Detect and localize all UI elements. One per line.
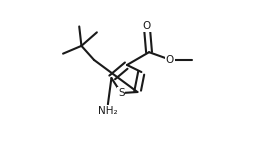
Text: O: O — [166, 55, 174, 65]
Text: S: S — [118, 88, 124, 98]
Text: O: O — [143, 21, 151, 31]
Text: NH₂: NH₂ — [98, 106, 118, 116]
